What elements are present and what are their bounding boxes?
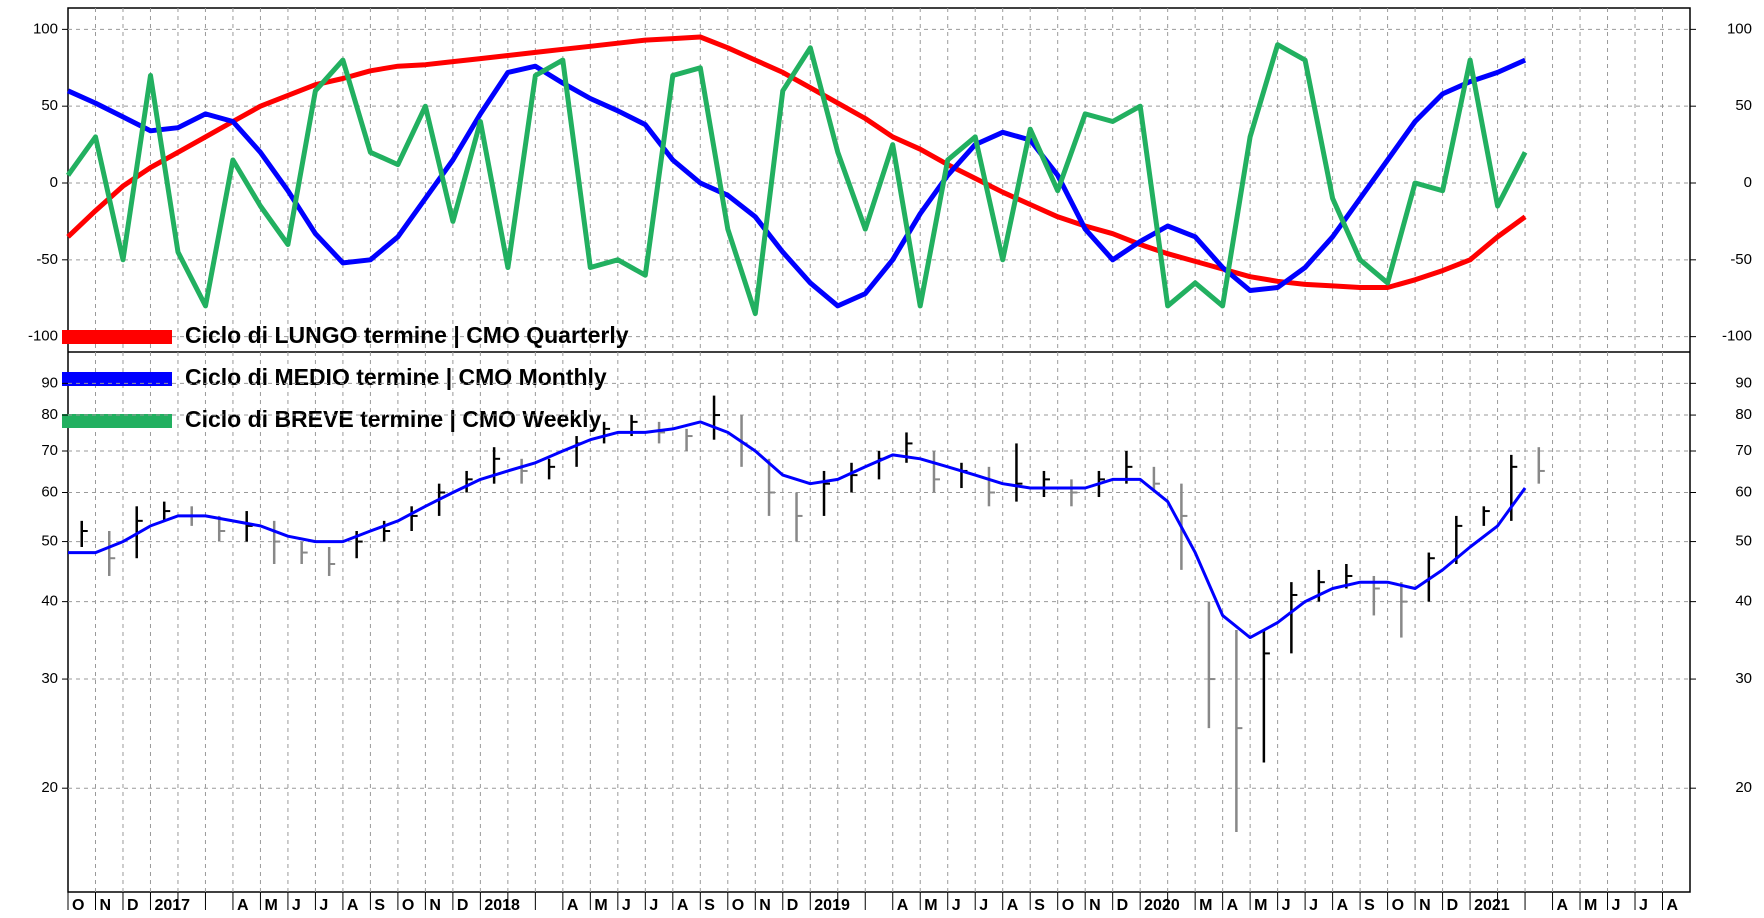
y2-tick-label: 60 — [1735, 483, 1752, 500]
y-tick-label: 0 — [50, 174, 58, 191]
legend-swatch — [62, 330, 172, 344]
y2-tick-label: 40 — [1735, 593, 1752, 610]
x-tick-label: M — [1254, 897, 1267, 914]
x-tick-label: J — [319, 897, 328, 914]
y2-tick-label: 30 — [1735, 670, 1752, 687]
y-tick-label: 70 — [41, 442, 58, 459]
y-tick-label: 50 — [41, 533, 58, 550]
x-tick-label: 2017 — [154, 897, 190, 914]
x-tick-label: A — [347, 897, 359, 914]
y-tick-label: 40 — [41, 593, 58, 610]
y2-tick-label: -50 — [1730, 251, 1752, 268]
x-tick-label: A — [1337, 897, 1349, 914]
x-tick-label: N — [759, 897, 771, 914]
x-tick-label: A — [1007, 897, 1019, 914]
x-tick-label: N — [1089, 897, 1101, 914]
x-tick-label: M — [924, 897, 937, 914]
legend-swatch — [62, 414, 172, 428]
x-tick-label: 2020 — [1144, 897, 1180, 914]
y2-tick-label: 0 — [1744, 174, 1752, 191]
y2-tick-label: 70 — [1735, 442, 1752, 459]
x-tick-label: O — [1392, 897, 1404, 914]
x-tick-label: A — [677, 897, 689, 914]
y2-tick-label: 80 — [1735, 406, 1752, 423]
x-tick-label: A — [897, 897, 909, 914]
x-tick-label: S — [704, 897, 715, 914]
x-tick-label: M — [594, 897, 607, 914]
x-tick-label: J — [649, 897, 658, 914]
x-tick-label: O — [1062, 897, 1074, 914]
legend-text: Ciclo di MEDIO termine | CMO Monthly — [185, 364, 607, 390]
y2-tick-label: 20 — [1735, 779, 1752, 796]
x-tick-label: M — [264, 897, 277, 914]
x-tick-label: D — [1117, 897, 1129, 914]
x-tick-label: J — [979, 897, 988, 914]
y-tick-label: 30 — [41, 670, 58, 687]
x-tick-label: O — [72, 897, 84, 914]
x-tick-label: A — [567, 897, 579, 914]
y-tick-label: 90 — [41, 374, 58, 391]
x-tick-label: J — [1612, 897, 1621, 914]
legend-text: Ciclo di LUNGO termine | CMO Quarterly — [185, 322, 629, 348]
cycle-line — [66, 57, 1527, 309]
x-tick-label: J — [1639, 897, 1648, 914]
y2-tick-label: 50 — [1735, 533, 1752, 550]
x-tick-label: M — [1199, 897, 1212, 914]
y-tick-label: 20 — [41, 779, 58, 796]
legend-swatch — [62, 372, 172, 386]
plot-frame — [67, 7, 1691, 893]
x-tick-label: D — [127, 897, 139, 914]
x-tick-label: J — [1282, 897, 1291, 914]
x-tick-label: O — [402, 897, 414, 914]
y2-tick-label: 100 — [1727, 20, 1752, 37]
y-tick-label: -100 — [28, 328, 58, 345]
x-tick-label: S — [374, 897, 385, 914]
y-tick-label: 80 — [41, 406, 58, 423]
x-tick-label: J — [1309, 897, 1318, 914]
x-tick-label: A — [1227, 897, 1239, 914]
y2-tick-label: 50 — [1735, 97, 1752, 114]
x-tick-label: N — [429, 897, 441, 914]
cycle-line — [65, 42, 1528, 317]
x-tick-label: A — [237, 897, 249, 914]
x-tick-label: 2019 — [814, 897, 850, 914]
x-tick-label: D — [787, 897, 799, 914]
y2-tick-label: 90 — [1735, 374, 1752, 391]
y-tick-label: 100 — [33, 20, 58, 37]
y-tick-label: 50 — [41, 97, 58, 114]
y2-tick-label: -100 — [1722, 328, 1752, 345]
x-tick-label: N — [1419, 897, 1431, 914]
x-tick-label: D — [457, 897, 469, 914]
x-tick-label: M — [1584, 897, 1597, 914]
x-tick-label: O — [732, 897, 744, 914]
x-tick-label: 2021 — [1474, 897, 1510, 914]
x-tick-label: S — [1034, 897, 1045, 914]
x-tick-label: S — [1364, 897, 1375, 914]
x-tick-label: J — [952, 897, 961, 914]
x-tick-label: 2018 — [484, 897, 520, 914]
x-tick-label: N — [99, 897, 111, 914]
x-tick-label: J — [292, 897, 301, 914]
y-tick-label: -50 — [36, 251, 58, 268]
y-tick-label: 60 — [41, 483, 58, 500]
x-tick-label: J — [622, 897, 631, 914]
legend-text: Ciclo di BREVE termine | CMO Weekly — [185, 406, 601, 432]
x-tick-label: D — [1447, 897, 1459, 914]
moving-average — [68, 420, 1527, 640]
x-tick-label: A — [1667, 897, 1679, 914]
x-tick-label: A — [1557, 897, 1569, 914]
